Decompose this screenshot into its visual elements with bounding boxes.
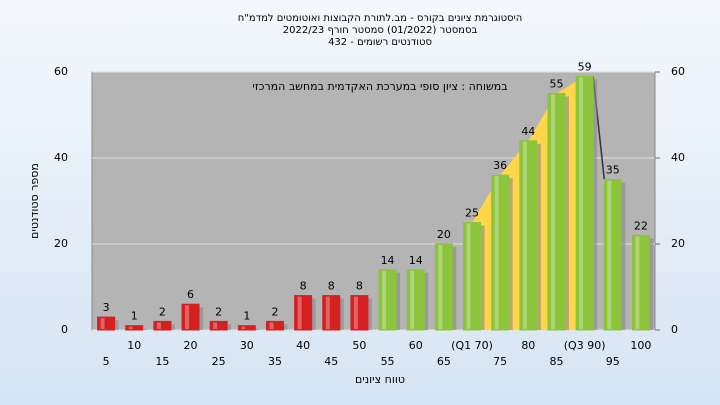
bar xyxy=(463,222,482,331)
value-label: 36 xyxy=(493,159,507,172)
x-tick-label: 95 xyxy=(606,355,620,368)
bar-highlight xyxy=(241,326,246,329)
value-label: 44 xyxy=(521,125,535,138)
bar xyxy=(378,269,397,331)
value-label: 14 xyxy=(381,254,395,267)
bar-highlight xyxy=(185,305,190,329)
x-tick-label: 75 xyxy=(493,355,507,368)
bar xyxy=(294,295,313,331)
bar xyxy=(434,243,453,331)
x-tick-label: 80 xyxy=(521,339,535,352)
x-tick-label: 85 xyxy=(549,355,563,368)
bar xyxy=(181,303,200,331)
value-label: 2 xyxy=(271,305,278,318)
x-tick-label: 45 xyxy=(324,355,338,368)
bar xyxy=(322,295,341,331)
chart-title: היסטוגרמת ציונים בקורס - מב.לתורת הקבוצו… xyxy=(238,13,523,24)
x-axis-label: טווח ציונים xyxy=(355,373,405,386)
y-tick-label: 20 xyxy=(54,237,68,250)
bar xyxy=(125,325,144,331)
bar-highlight xyxy=(297,296,302,329)
bar-highlight xyxy=(100,318,105,329)
x-tick-label: 20 xyxy=(184,339,198,352)
bar-highlight xyxy=(607,180,612,329)
value-label: 35 xyxy=(606,164,620,177)
value-label: 8 xyxy=(328,280,335,293)
bar-highlight xyxy=(382,270,387,329)
y-tick-label: 0 xyxy=(61,323,68,336)
bar-highlight xyxy=(213,322,218,329)
x-tick-label: 60 xyxy=(409,339,423,352)
bar xyxy=(631,234,650,331)
value-label: 8 xyxy=(300,280,307,293)
x-tick-label: 40 xyxy=(296,339,310,352)
bar xyxy=(603,179,622,331)
bar xyxy=(519,140,538,331)
bar-highlight xyxy=(522,141,527,329)
x-tick-label: 50 xyxy=(352,339,366,352)
y-tick-label: 40 xyxy=(54,151,68,164)
bar xyxy=(265,320,284,331)
value-label: 14 xyxy=(409,254,423,267)
bar xyxy=(406,269,425,331)
x-tick-label: 15 xyxy=(155,355,169,368)
bar-highlight xyxy=(325,296,330,329)
x-tick-label: 100 xyxy=(630,339,651,352)
bar-highlight xyxy=(410,270,415,329)
y2-tick-label: 20 xyxy=(671,237,685,250)
value-label: 2 xyxy=(215,305,222,318)
bar-highlight xyxy=(550,94,555,329)
bar-highlight xyxy=(128,326,133,329)
value-label: 2 xyxy=(159,305,166,318)
annotation: במשוחה : ציון סופי במערכת האקדמית במחשב … xyxy=(252,80,507,93)
y-axis-label: מספר סטודנטים xyxy=(28,163,41,239)
bar xyxy=(237,325,256,331)
x-tick-label: (Q1 70) xyxy=(451,339,493,352)
chart-subtitle: סטודנטים רשומים - 432 xyxy=(328,37,432,48)
x-tick-label: 35 xyxy=(268,355,282,368)
bar xyxy=(547,93,566,331)
x-tick-label: 25 xyxy=(212,355,226,368)
bar xyxy=(153,320,172,331)
bar xyxy=(575,75,594,331)
x-tick-label: 30 xyxy=(240,339,254,352)
x-tick-label: 55 xyxy=(381,355,395,368)
bar-highlight xyxy=(635,236,640,329)
bar-highlight xyxy=(438,245,443,329)
y2-tick-label: 0 xyxy=(671,323,678,336)
value-label: 3 xyxy=(103,301,110,314)
value-label: 8 xyxy=(356,280,363,293)
bar-highlight xyxy=(353,296,358,329)
value-label: 20 xyxy=(437,228,451,241)
y-tick-label: 60 xyxy=(54,65,68,78)
x-tick-label: (Q3 90) xyxy=(564,339,606,352)
y2-tick-label: 40 xyxy=(671,151,685,164)
chart-subtitle: בסמסטר (01/2022) סמסטר חורף 2022/23 xyxy=(283,25,478,36)
bar-highlight xyxy=(156,322,161,329)
value-label: 22 xyxy=(634,219,648,232)
bar-highlight xyxy=(579,77,584,329)
x-tick-label: 10 xyxy=(127,339,141,352)
value-label: 1 xyxy=(243,310,250,323)
value-label: 59 xyxy=(578,60,592,73)
bar-highlight xyxy=(494,176,499,329)
value-label: 55 xyxy=(549,78,563,91)
bar xyxy=(97,316,116,331)
bar xyxy=(491,174,510,331)
bar-highlight xyxy=(269,322,274,329)
bar-highlight xyxy=(466,223,471,329)
x-tick-label: 65 xyxy=(437,355,451,368)
bar xyxy=(350,295,369,331)
value-label: 25 xyxy=(465,207,479,220)
value-label: 6 xyxy=(187,288,194,301)
value-label: 1 xyxy=(131,310,138,323)
bar xyxy=(209,320,228,331)
x-tick-label: 5 xyxy=(103,355,110,368)
y2-tick-label: 60 xyxy=(671,65,685,78)
